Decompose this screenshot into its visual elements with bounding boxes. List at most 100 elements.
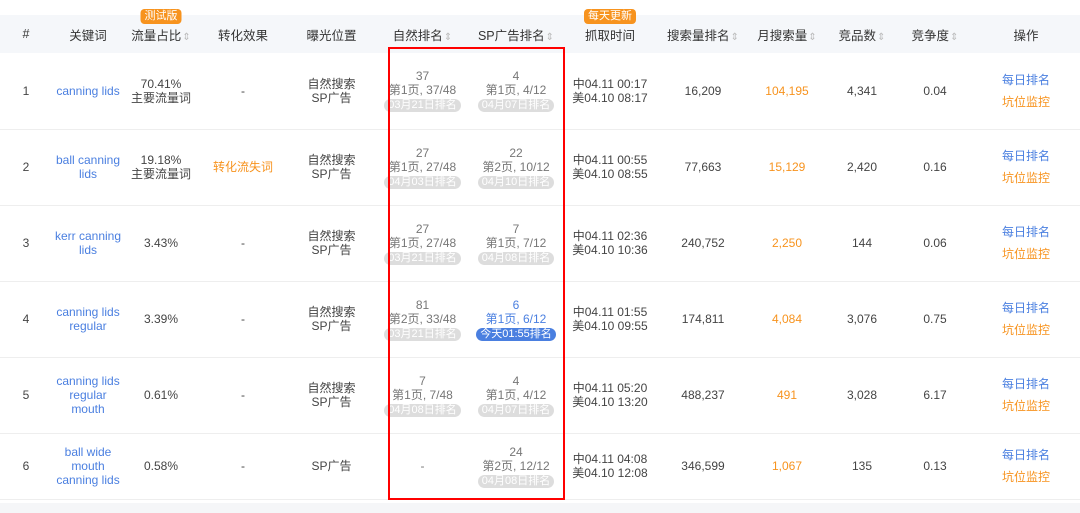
- sort-icon[interactable]: ⇕: [182, 31, 191, 43]
- monthly-search-volume: 2,250: [771, 236, 803, 250]
- keyword-link[interactable]: kerr canning lids: [54, 229, 122, 257]
- col-header-label: 自然排名: [392, 28, 443, 43]
- daily-rank-link[interactable]: 每日排名: [1001, 149, 1050, 163]
- sp-rank: 4: [512, 69, 520, 84]
- exposure-position: SP广告: [311, 459, 352, 473]
- monthly-search-volume: 1,067: [771, 459, 803, 473]
- col-header-label: 竞品数: [838, 28, 877, 43]
- search-volume-rank: 16,209: [684, 83, 722, 98]
- crawl-time-us: 美04.10 08:17: [572, 90, 648, 105]
- table-row: 1 canning lids 70.41% 主要流量词 - 自然搜索 SP广告 37…: [0, 53, 1080, 130]
- daily-rank-link[interactable]: 每日排名: [1001, 301, 1050, 315]
- crawl-time-cn: 中04.11 02:36: [572, 229, 648, 243]
- competition-degree: 0.16: [923, 160, 947, 174]
- natural-rank-page: 第2页, 33/48: [388, 311, 457, 326]
- crawl-time-us: 美04.10 10:36: [572, 243, 648, 257]
- traffic-share: 19.18%: [140, 153, 182, 167]
- keyword-link[interactable]: canning lids: [56, 83, 120, 98]
- row-number: 5: [22, 388, 30, 402]
- col-header-10[interactable]: 竞品数⇕: [826, 15, 898, 53]
- keyword-link[interactable]: ball wide mouth canning lids: [56, 445, 120, 487]
- col-header-label: 搜索量排名: [667, 28, 730, 43]
- slot-monitor-link[interactable]: 坑位监控: [1001, 171, 1050, 185]
- crawl-time-cn: 中04.11 00:55: [572, 153, 648, 167]
- row-number: 3: [22, 236, 30, 250]
- row-number: 4: [22, 312, 30, 326]
- exposure-position-2: SP广告: [311, 90, 352, 105]
- sort-icon[interactable]: ⇕: [808, 31, 817, 43]
- slot-monitor-link[interactable]: 坑位监控: [1001, 470, 1050, 484]
- crawl-time-cn: 中04.11 01:55: [572, 305, 648, 319]
- exposure-position-2: SP广告: [311, 243, 352, 257]
- sort-icon[interactable]: ⇕: [545, 31, 555, 43]
- competitor-count: 144: [851, 236, 873, 250]
- sp-rank-page: 第1页, 4/12: [485, 83, 547, 98]
- col-header-label: #: [22, 27, 30, 41]
- col-header-1: 关键词: [52, 15, 124, 53]
- daily-rank-link[interactable]: 每日排名: [1001, 72, 1050, 87]
- slot-monitor-link[interactable]: 坑位监控: [1001, 323, 1050, 337]
- natural-rank: 27: [415, 221, 430, 236]
- keyword-link[interactable]: canning lids regular mouth: [56, 374, 120, 416]
- competition-degree: 0.75: [923, 312, 947, 326]
- sort-icon[interactable]: ⇕: [730, 31, 739, 43]
- col-header-2[interactable]: 测试版 流量占比⇕: [124, 9, 198, 53]
- natural-rank-page: 第1页, 7/48: [392, 387, 453, 402]
- col-header-label: 转化效果: [217, 28, 268, 43]
- monthly-search-volume: 104,195: [765, 83, 809, 98]
- sp-rank-page: 第1页, 4/12: [485, 387, 547, 402]
- sort-icon[interactable]: ⇕: [950, 31, 959, 43]
- natural-rank-empty: -: [420, 459, 425, 473]
- col-header-9[interactable]: 月搜索量⇕: [748, 15, 826, 53]
- exposure-position-2: SP广告: [311, 319, 352, 333]
- crawl-time-cn: 中04.11 05:20: [572, 381, 648, 395]
- traffic-share: 0.61%: [143, 388, 179, 402]
- scrollbar-track[interactable]: [0, 503, 1080, 513]
- sp-rank-date: 04月08日排名: [477, 251, 555, 265]
- natural-rank-page: 第1页, 27/48: [388, 235, 457, 250]
- sort-icon[interactable]: ⇕: [877, 31, 886, 43]
- col-header-11[interactable]: 竞争度⇕: [898, 15, 972, 53]
- crawl-time-us: 美04.10 09:55: [572, 319, 648, 333]
- slot-monitor-link[interactable]: 坑位监控: [1001, 247, 1050, 261]
- col-header-8[interactable]: 搜索量排名⇕: [658, 15, 748, 53]
- table-header: # 关键词 测试版 流量占比⇕ 转化效果 曝光位置 自然排名⇕ SP广告排名⇕ 每天更新 抓取时间…: [0, 9, 1080, 53]
- competitor-count: 3,028: [846, 388, 878, 402]
- exposure-position: 自然搜索: [307, 381, 356, 395]
- slot-monitor-link[interactable]: 坑位监控: [1001, 399, 1050, 413]
- crawl-time-cn: 中04.11 00:17: [572, 76, 648, 91]
- conversion-effect: -: [241, 388, 245, 402]
- sort-icon[interactable]: ⇕: [443, 31, 453, 43]
- col-header-5[interactable]: 自然排名⇕: [375, 15, 470, 53]
- conversion-effect: -: [241, 312, 245, 326]
- keyword-table: # 关键词 测试版 流量占比⇕ 转化效果 曝光位置 自然排名⇕ SP广告排名⇕ 每天更新 抓取时间…: [0, 9, 1080, 500]
- col-header-label: SP广告排名: [477, 28, 545, 43]
- daily-rank-link[interactable]: 每日排名: [1001, 377, 1050, 391]
- sp-rank-page: 第2页, 12/12: [482, 458, 550, 473]
- col-header-label: 竞争度: [911, 28, 950, 43]
- exposure-position-2: SP广告: [311, 395, 352, 409]
- table-row: 6 ball wide mouth canning lids 0.58% - S…: [0, 433, 1080, 500]
- traffic-share: 70.41%: [140, 76, 182, 91]
- keyword-link[interactable]: canning lids regular: [56, 305, 120, 333]
- sp-rank-date: 04月07日排名: [477, 99, 555, 113]
- daily-rank-link[interactable]: 每日排名: [1001, 448, 1050, 462]
- col-header-12: 操作: [972, 15, 1080, 53]
- row-number: 1: [22, 83, 30, 98]
- sp-rank: 4: [512, 373, 520, 388]
- col-header-6[interactable]: SP广告排名⇕: [470, 15, 562, 53]
- competitor-count: 2,420: [846, 160, 878, 174]
- slot-monitor-link[interactable]: 坑位监控: [1001, 94, 1050, 109]
- keyword-link[interactable]: ball canning lids: [55, 153, 121, 181]
- sp-rank: 7: [512, 221, 520, 236]
- search-volume-rank: 240,752: [681, 236, 725, 250]
- col-header-label: 曝光位置: [306, 28, 357, 43]
- monthly-search-volume: 15,129: [768, 160, 806, 174]
- col-header-7: 每天更新 抓取时间: [562, 9, 658, 53]
- exposure-position: 自然搜索: [307, 229, 356, 243]
- competitor-count: 3,076: [846, 312, 878, 326]
- sp-rank: 22: [509, 145, 523, 160]
- daily-rank-link[interactable]: 每日排名: [1001, 225, 1050, 239]
- natural-rank-date: 04月03日排名: [384, 175, 461, 189]
- crawl-time-us: 美04.10 08:55: [572, 167, 648, 181]
